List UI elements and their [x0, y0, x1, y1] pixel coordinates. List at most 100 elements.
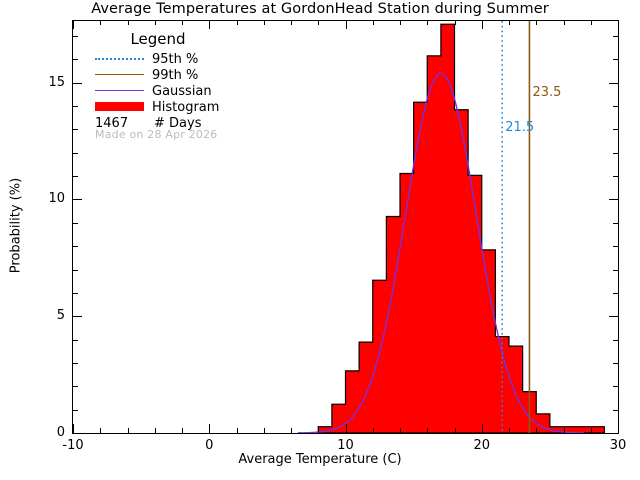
ytick-left-13	[73, 129, 78, 131]
ytick-left-2	[73, 386, 78, 388]
legend-item-99th-swatch-line	[95, 74, 144, 75]
x-tick-label--10: -10	[62, 438, 84, 453]
histogram-bars	[317, 23, 605, 433]
legend-item-histogram-swatch	[93, 100, 146, 114]
legend-heading: Legend	[130, 30, 186, 48]
xtick-top-24	[536, 20, 538, 25]
legend-item-gaussian-swatch	[93, 84, 146, 98]
xtick-top--2	[182, 20, 183, 25]
ytick-left-0	[73, 433, 82, 434]
x-tick-label-0: 0	[205, 438, 214, 453]
y-axis-title: Probability (%)	[8, 177, 24, 274]
xtick-top-0	[209, 20, 211, 29]
ytick-left-14	[73, 106, 78, 107]
xtick-bottom--10	[73, 424, 74, 433]
legend-item-95th-swatch	[93, 52, 146, 66]
legend-item-99th-label: 99th %	[152, 67, 199, 83]
ytick-right-1	[613, 409, 618, 411]
xtick-top-14	[400, 20, 401, 25]
xtick-bottom-12	[372, 428, 374, 433]
legend-item-95th-swatch-line	[95, 58, 144, 60]
legend-item-95th-label: 95th %	[152, 51, 199, 67]
pct95-label: 21.5	[505, 120, 535, 135]
xtick-top-2	[236, 20, 238, 25]
ytick-right-16	[613, 59, 618, 61]
plot-clip	[73, 21, 618, 433]
ytick-left-10	[73, 199, 82, 201]
legend-item-histogram: Histogram	[93, 99, 303, 115]
xtick-bottom-22	[509, 428, 510, 433]
ytick-left-12	[73, 152, 78, 154]
xtick-top-10	[345, 20, 347, 29]
legend-item-95th: 95th %	[93, 51, 303, 67]
ytick-left-3	[73, 362, 78, 364]
xtick-top--10	[73, 20, 74, 29]
xtick-bottom-28	[590, 428, 592, 433]
xtick-top--6	[127, 20, 129, 25]
ytick-left-9	[73, 222, 78, 224]
legend-item-gaussian-label: Gaussian	[152, 83, 212, 99]
legend-item-histogram-swatch-line	[95, 102, 144, 111]
day-count-label: # Days	[154, 115, 202, 131]
ytick-left-16	[73, 59, 78, 61]
ytick-right-8	[613, 246, 618, 248]
legend-item-days: 1467 # Days	[93, 115, 303, 131]
ytick-right-14	[613, 106, 618, 107]
legend-item-gaussian-swatch-line	[95, 90, 144, 91]
ytick-left-7	[73, 269, 78, 271]
legend-item-histogram-label: Histogram	[152, 99, 220, 115]
xtick-bottom-0	[209, 424, 211, 433]
y-tick-label-10: 10	[48, 191, 65, 207]
y-tick-label-0: 0	[56, 425, 65, 440]
chart-canvas	[297, 21, 605, 433]
xtick-bottom-26	[563, 428, 565, 433]
legend-item-gaussian: Gaussian	[93, 83, 303, 99]
xtick-bottom-20	[481, 424, 483, 433]
ytick-left-6	[73, 292, 78, 294]
ytick-left-4	[73, 339, 78, 341]
ytick-right-9	[613, 222, 618, 224]
xtick-top--8	[100, 20, 102, 25]
ytick-right-11	[613, 176, 618, 178]
x-tick-label-20: 20	[473, 438, 491, 453]
pct99-label: 23.5	[532, 85, 562, 100]
xtick-bottom--4	[154, 428, 156, 433]
xtick-top--4	[154, 20, 156, 25]
ytick-right-4	[613, 339, 618, 341]
xtick-top-4	[263, 20, 265, 25]
xtick-top-20	[481, 20, 483, 29]
x-tick-label-10: 10	[337, 438, 354, 453]
ytick-right-12	[613, 152, 618, 154]
ytick-right-17	[613, 35, 618, 37]
xtick-top-12	[372, 20, 374, 25]
legend-item-99th: 99th %	[93, 67, 303, 83]
xtick-top-28	[590, 20, 592, 25]
xtick-top-22	[509, 20, 510, 25]
ytick-right-10	[609, 199, 618, 201]
ytick-right-5	[609, 316, 618, 318]
ytick-left-17	[73, 35, 78, 37]
y-tick-label-5: 5	[56, 308, 65, 324]
xtick-top-18	[454, 20, 456, 25]
xtick-bottom-18	[454, 428, 456, 433]
xtick-bottom--2	[182, 428, 183, 433]
ytick-left-5	[73, 316, 82, 318]
legend-item-99th-swatch	[93, 68, 146, 82]
made-on-stamp: Made on 28 Apr 2026	[95, 128, 218, 141]
ytick-left-8	[73, 246, 78, 248]
xtick-bottom-24	[536, 428, 538, 433]
xtick-bottom-14	[400, 428, 401, 433]
xtick-top-30	[618, 20, 619, 29]
ytick-left-11	[73, 176, 78, 178]
legend: Legend 95th % 99th % Gaussian Histogram 146…	[93, 30, 303, 131]
chart-title: Average Temperatures at GordonHead Stati…	[91, 1, 549, 17]
ytick-right-3	[613, 362, 618, 364]
xtick-top-26	[563, 20, 565, 25]
ytick-left-1	[73, 409, 78, 411]
legend-rows: 95th % 99th % Gaussian Histogram	[93, 51, 303, 115]
xtick-bottom-10	[345, 424, 347, 433]
xtick-top-16	[427, 20, 429, 25]
xtick-bottom-2	[236, 428, 238, 433]
xtick-bottom-8	[318, 428, 320, 433]
